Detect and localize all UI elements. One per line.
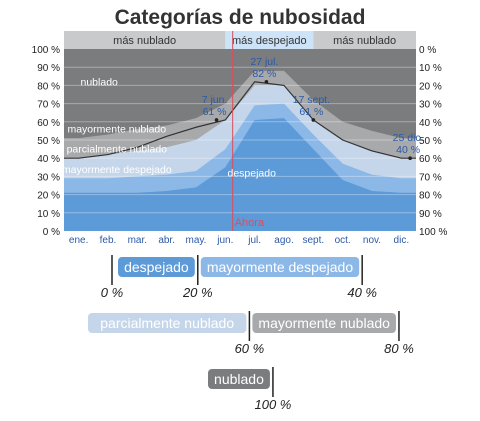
area-label: despejado	[227, 167, 276, 179]
y-tick-right: 40 %	[419, 118, 442, 129]
y-tick-left: 60 %	[37, 118, 60, 129]
now-label: Ahora	[235, 217, 265, 229]
legend-chip-label: despejado	[124, 259, 189, 275]
legend-chip	[252, 313, 396, 333]
y-tick-right: 100 %	[419, 227, 447, 238]
annotation-date: 27 jul.	[250, 56, 278, 68]
legend-chip	[88, 313, 247, 333]
y-tick-left: 70 %	[37, 100, 60, 111]
y-tick-right: 10 %	[419, 63, 442, 74]
x-tick: mar.	[128, 235, 147, 246]
x-tick: ago.	[274, 235, 293, 246]
y-tick-right: 20 %	[419, 81, 442, 92]
area-label: mayormente despejado	[62, 164, 172, 176]
x-tick: oct.	[335, 235, 351, 246]
top-band-label: más despejado	[232, 35, 307, 47]
x-tick: may.	[186, 235, 207, 246]
legend-tick-label: 100 %	[255, 397, 292, 412]
y-tick-right: 50 %	[419, 136, 442, 147]
legend-chip	[118, 257, 195, 277]
top-band	[225, 31, 314, 49]
legend-tick-label: 0 %	[101, 285, 123, 300]
annotation-value: 61 %	[203, 106, 227, 118]
clear-percentage-line	[64, 81, 416, 159]
x-tick: ene.	[69, 235, 88, 246]
y-tick-left: 40 %	[37, 154, 60, 165]
area-despejado	[64, 118, 416, 231]
top-band-label: más nublado	[333, 35, 396, 47]
annotation-value: 61 %	[299, 106, 323, 118]
annotation-point	[408, 156, 412, 160]
y-tick-left: 50 %	[37, 136, 60, 147]
annotation-value: 82 %	[252, 68, 276, 80]
top-band-label: más nublado	[113, 35, 176, 47]
y-tick-left: 90 %	[37, 63, 60, 74]
legend-chip-label: nublado	[214, 371, 264, 387]
annotation-value: 40 %	[396, 144, 420, 156]
x-tick: jun.	[216, 235, 233, 246]
legend: despejado mayormente despejado 0 % 20 % 40 %…	[88, 255, 414, 412]
y-tick-left: 10 %	[37, 209, 60, 220]
legend-chip-label: parcialmente nublado	[100, 315, 234, 331]
annotation-point	[214, 118, 219, 122]
annotation-point	[264, 79, 269, 84]
annotation-date: 25 dic.	[393, 132, 424, 144]
legend-chip-label: mayormente nublado	[258, 315, 390, 331]
annotation-point	[311, 118, 316, 122]
x-tick: feb.	[100, 235, 117, 246]
y-tick-left: 0 %	[43, 227, 60, 238]
top-band	[64, 31, 226, 49]
y-tick-left: 30 %	[37, 172, 60, 183]
y-tick-right: 90 %	[419, 209, 442, 220]
x-tick: nov.	[363, 235, 381, 246]
y-tick-right: 60 %	[419, 154, 442, 165]
legend-tick-label: 40 %	[347, 285, 377, 300]
y-tick-right: 0 %	[419, 45, 436, 56]
x-tick: dic.	[394, 235, 410, 246]
legend-chip	[200, 257, 360, 277]
legend-tick-label: 80 %	[384, 341, 414, 356]
area-label: mayormente nublado	[67, 124, 166, 136]
plot-area: más nublado más despejado más nublado Ahora…	[32, 31, 447, 246]
area-label: nublado	[81, 76, 119, 88]
legend-tick-label: 20 %	[182, 285, 213, 300]
y-tick-left: 20 %	[37, 191, 60, 202]
area-label: parcialmente nublado	[67, 144, 168, 156]
legend-chip	[208, 369, 270, 389]
y-tick-right: 70 %	[419, 172, 442, 183]
y-tick-left: 80 %	[37, 81, 60, 92]
top-band	[313, 31, 416, 49]
x-tick: sept.	[302, 235, 324, 246]
legend-tick-label: 60 %	[235, 341, 265, 356]
y-tick-left: 100 %	[32, 45, 60, 56]
x-tick: jul.	[247, 235, 261, 246]
chart-title: Categorías de nubosidad	[115, 6, 366, 29]
legend-chip-label: mayormente despejado	[207, 259, 354, 275]
x-tick: abr.	[158, 235, 175, 246]
y-tick-right: 80 %	[419, 191, 442, 202]
y-tick-right: 30 %	[419, 100, 442, 111]
annotation-date: 7 jun.	[202, 94, 228, 106]
annotation-date: 17 sept.	[293, 94, 330, 106]
